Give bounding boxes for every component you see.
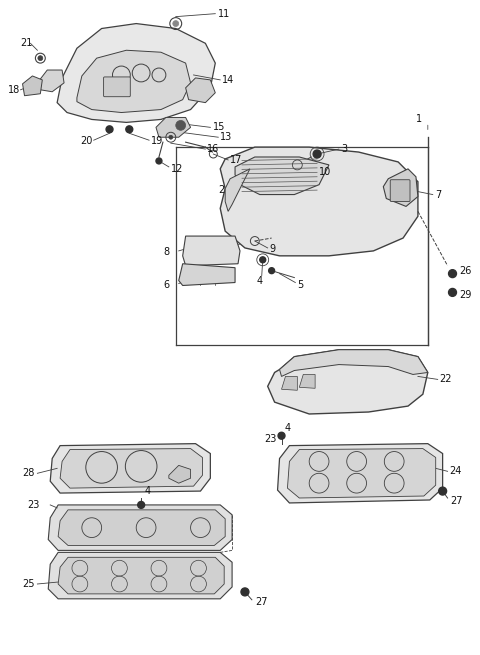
Text: 4: 4 [144,486,150,496]
Circle shape [269,268,275,274]
Circle shape [176,121,186,130]
Text: 5: 5 [297,280,303,290]
Text: 11: 11 [218,9,230,19]
Text: 4: 4 [257,276,263,286]
Text: 27: 27 [451,496,463,506]
Text: 7: 7 [435,189,441,200]
Text: 23: 23 [27,500,40,510]
FancyBboxPatch shape [104,77,130,97]
Polygon shape [225,169,250,212]
Text: 24: 24 [450,466,462,476]
Text: 16: 16 [207,144,220,154]
Polygon shape [277,443,443,503]
Text: 15: 15 [213,122,226,132]
Polygon shape [288,449,436,498]
Polygon shape [279,350,428,377]
Text: 8: 8 [163,247,169,257]
Polygon shape [268,350,428,414]
Text: 1: 1 [416,115,422,124]
Polygon shape [23,76,42,96]
Text: 29: 29 [459,290,472,301]
Polygon shape [58,557,224,594]
Circle shape [173,20,179,26]
Text: 2: 2 [218,185,225,195]
Text: 20: 20 [80,136,92,146]
Text: 10: 10 [319,167,331,177]
Polygon shape [48,505,232,550]
Text: 26: 26 [459,266,472,276]
Circle shape [106,126,113,133]
Text: 6: 6 [163,280,169,290]
Circle shape [448,288,456,296]
Polygon shape [235,157,329,195]
Polygon shape [50,443,210,493]
Text: 19: 19 [151,136,163,146]
FancyBboxPatch shape [390,179,410,202]
Polygon shape [57,24,216,122]
Circle shape [169,135,173,140]
Circle shape [138,502,144,508]
Text: 18: 18 [8,84,20,95]
Polygon shape [156,117,191,138]
Polygon shape [220,147,418,256]
Polygon shape [58,510,225,546]
Circle shape [156,158,162,164]
Polygon shape [186,78,216,103]
Circle shape [260,257,266,263]
Circle shape [313,150,321,158]
Text: 22: 22 [440,375,452,384]
Polygon shape [37,70,64,92]
Circle shape [439,487,446,495]
Polygon shape [300,375,315,388]
Polygon shape [384,169,418,206]
Text: 9: 9 [270,244,276,254]
Circle shape [278,432,285,440]
Text: 25: 25 [23,579,35,589]
Text: 3: 3 [341,144,347,154]
Text: 14: 14 [222,75,234,85]
Text: 23: 23 [264,434,277,443]
Circle shape [241,588,249,596]
Circle shape [126,126,133,133]
Polygon shape [179,264,235,286]
Polygon shape [77,50,191,113]
Polygon shape [183,236,240,266]
Polygon shape [281,377,297,390]
Text: 12: 12 [171,164,183,174]
Polygon shape [169,466,191,483]
Text: 27: 27 [255,597,267,607]
Text: 21: 21 [21,39,33,48]
Text: 17: 17 [230,155,242,165]
Text: 13: 13 [220,132,232,142]
Polygon shape [48,552,232,599]
Text: 28: 28 [23,468,35,478]
Circle shape [448,270,456,278]
Circle shape [38,56,43,61]
Polygon shape [60,449,203,488]
Text: 4: 4 [285,423,290,433]
